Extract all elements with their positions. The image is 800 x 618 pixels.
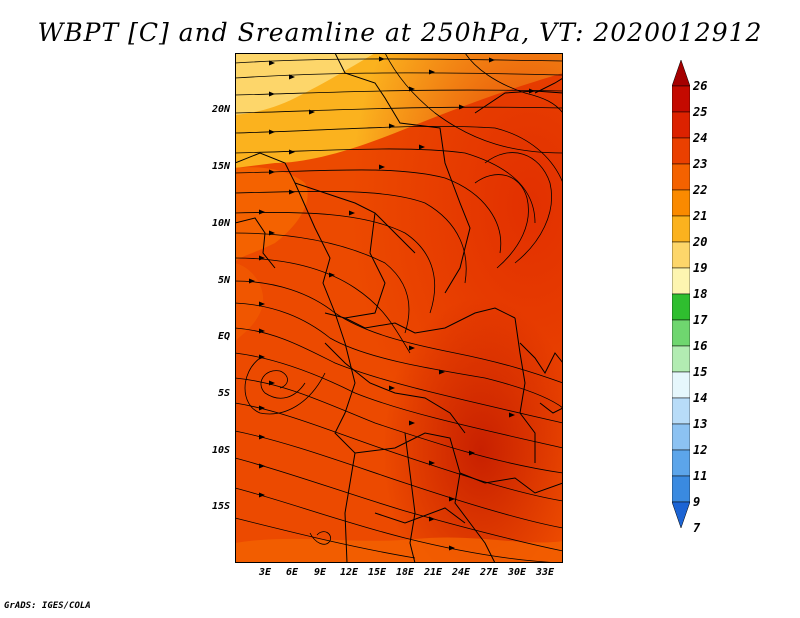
colorbar-label: 16	[693, 339, 708, 353]
colorbar-cell	[672, 189, 690, 217]
lat-label-15s: 15S	[211, 501, 230, 512]
colorbar-label: 15	[693, 365, 708, 379]
lat-label-10n: 10N	[211, 218, 230, 229]
colorbar-label: 7	[693, 521, 701, 535]
lon-label-12e: 12E	[339, 567, 359, 578]
map-frame	[235, 53, 563, 563]
colorbar-label: 14	[693, 391, 708, 405]
colorbar-label: 26	[693, 79, 708, 93]
colorbar-cell	[672, 137, 690, 165]
lon-label-30e: 30E	[507, 567, 527, 578]
colorbar-bottom-arrow	[672, 501, 690, 529]
lon-label-21e: 21E	[423, 567, 443, 578]
colorbar-label: 21	[693, 209, 708, 223]
colorbar-cell	[672, 163, 690, 191]
lat-label-15n: 15N	[211, 161, 230, 172]
colorbar	[672, 60, 690, 529]
colorbar-label: 18	[693, 287, 708, 301]
colorbar-cell	[672, 449, 690, 477]
colorbar-label: 17	[693, 313, 708, 327]
grads-credit: GrADS: IGES/COLA	[4, 601, 91, 611]
colorbar-cell	[672, 267, 690, 295]
colorbar-label: 24	[693, 131, 708, 145]
lon-label-33e: 33E	[535, 567, 555, 578]
lon-label-27e: 27E	[479, 567, 499, 578]
colorbar-label: 25	[693, 105, 708, 119]
lon-label-9e: 9E	[313, 567, 327, 578]
lat-label-5n: 5N	[217, 275, 230, 286]
colorbar-cell	[672, 475, 690, 503]
lat-label-eq: EQ	[217, 331, 230, 342]
field-24-se	[235, 53, 563, 563]
colorbar-cell	[672, 85, 690, 113]
streamlines	[235, 53, 563, 563]
colorbar-label: 23	[693, 157, 708, 171]
chart-title: WBPT [C] and Sreamline at 250hPa, VT: 20…	[37, 18, 763, 47]
lat-label-10s: 10S	[211, 445, 230, 456]
colorbar-label: 9	[693, 495, 701, 509]
colorbar-top-arrow	[672, 60, 690, 87]
colorbar-cell	[672, 241, 690, 269]
lon-label-3e: 3E	[258, 567, 272, 578]
wbpt-streamline-map	[235, 53, 563, 563]
colorbar-label: 19	[693, 261, 708, 275]
colorbar-cell	[672, 371, 690, 399]
lon-label-6e: 6E	[285, 567, 299, 578]
colorbar-label: 12	[693, 443, 708, 457]
lat-label-5s: 5S	[217, 388, 230, 399]
lon-label-24e: 24E	[451, 567, 471, 578]
colorbar-cell	[672, 111, 690, 139]
colorbar-cell	[672, 293, 690, 321]
colorbar-label: 13	[693, 417, 708, 431]
colorbar-cell	[672, 423, 690, 451]
colorbar-label: 11	[693, 469, 708, 483]
lon-label-18e: 18E	[395, 567, 415, 578]
colorbar-cell	[672, 319, 690, 347]
streamline-arrows	[249, 56, 535, 551]
colorbar-label: 20	[693, 235, 708, 249]
colorbar-cell	[672, 345, 690, 373]
lon-label-15e: 15E	[367, 567, 387, 578]
colorbar-label: 22	[693, 183, 708, 197]
lat-label-20n: 20N	[211, 104, 230, 115]
country-borders	[235, 53, 563, 563]
colorbar-cell	[672, 397, 690, 425]
field-22-south	[235, 537, 563, 563]
colorbar-cell	[672, 215, 690, 243]
